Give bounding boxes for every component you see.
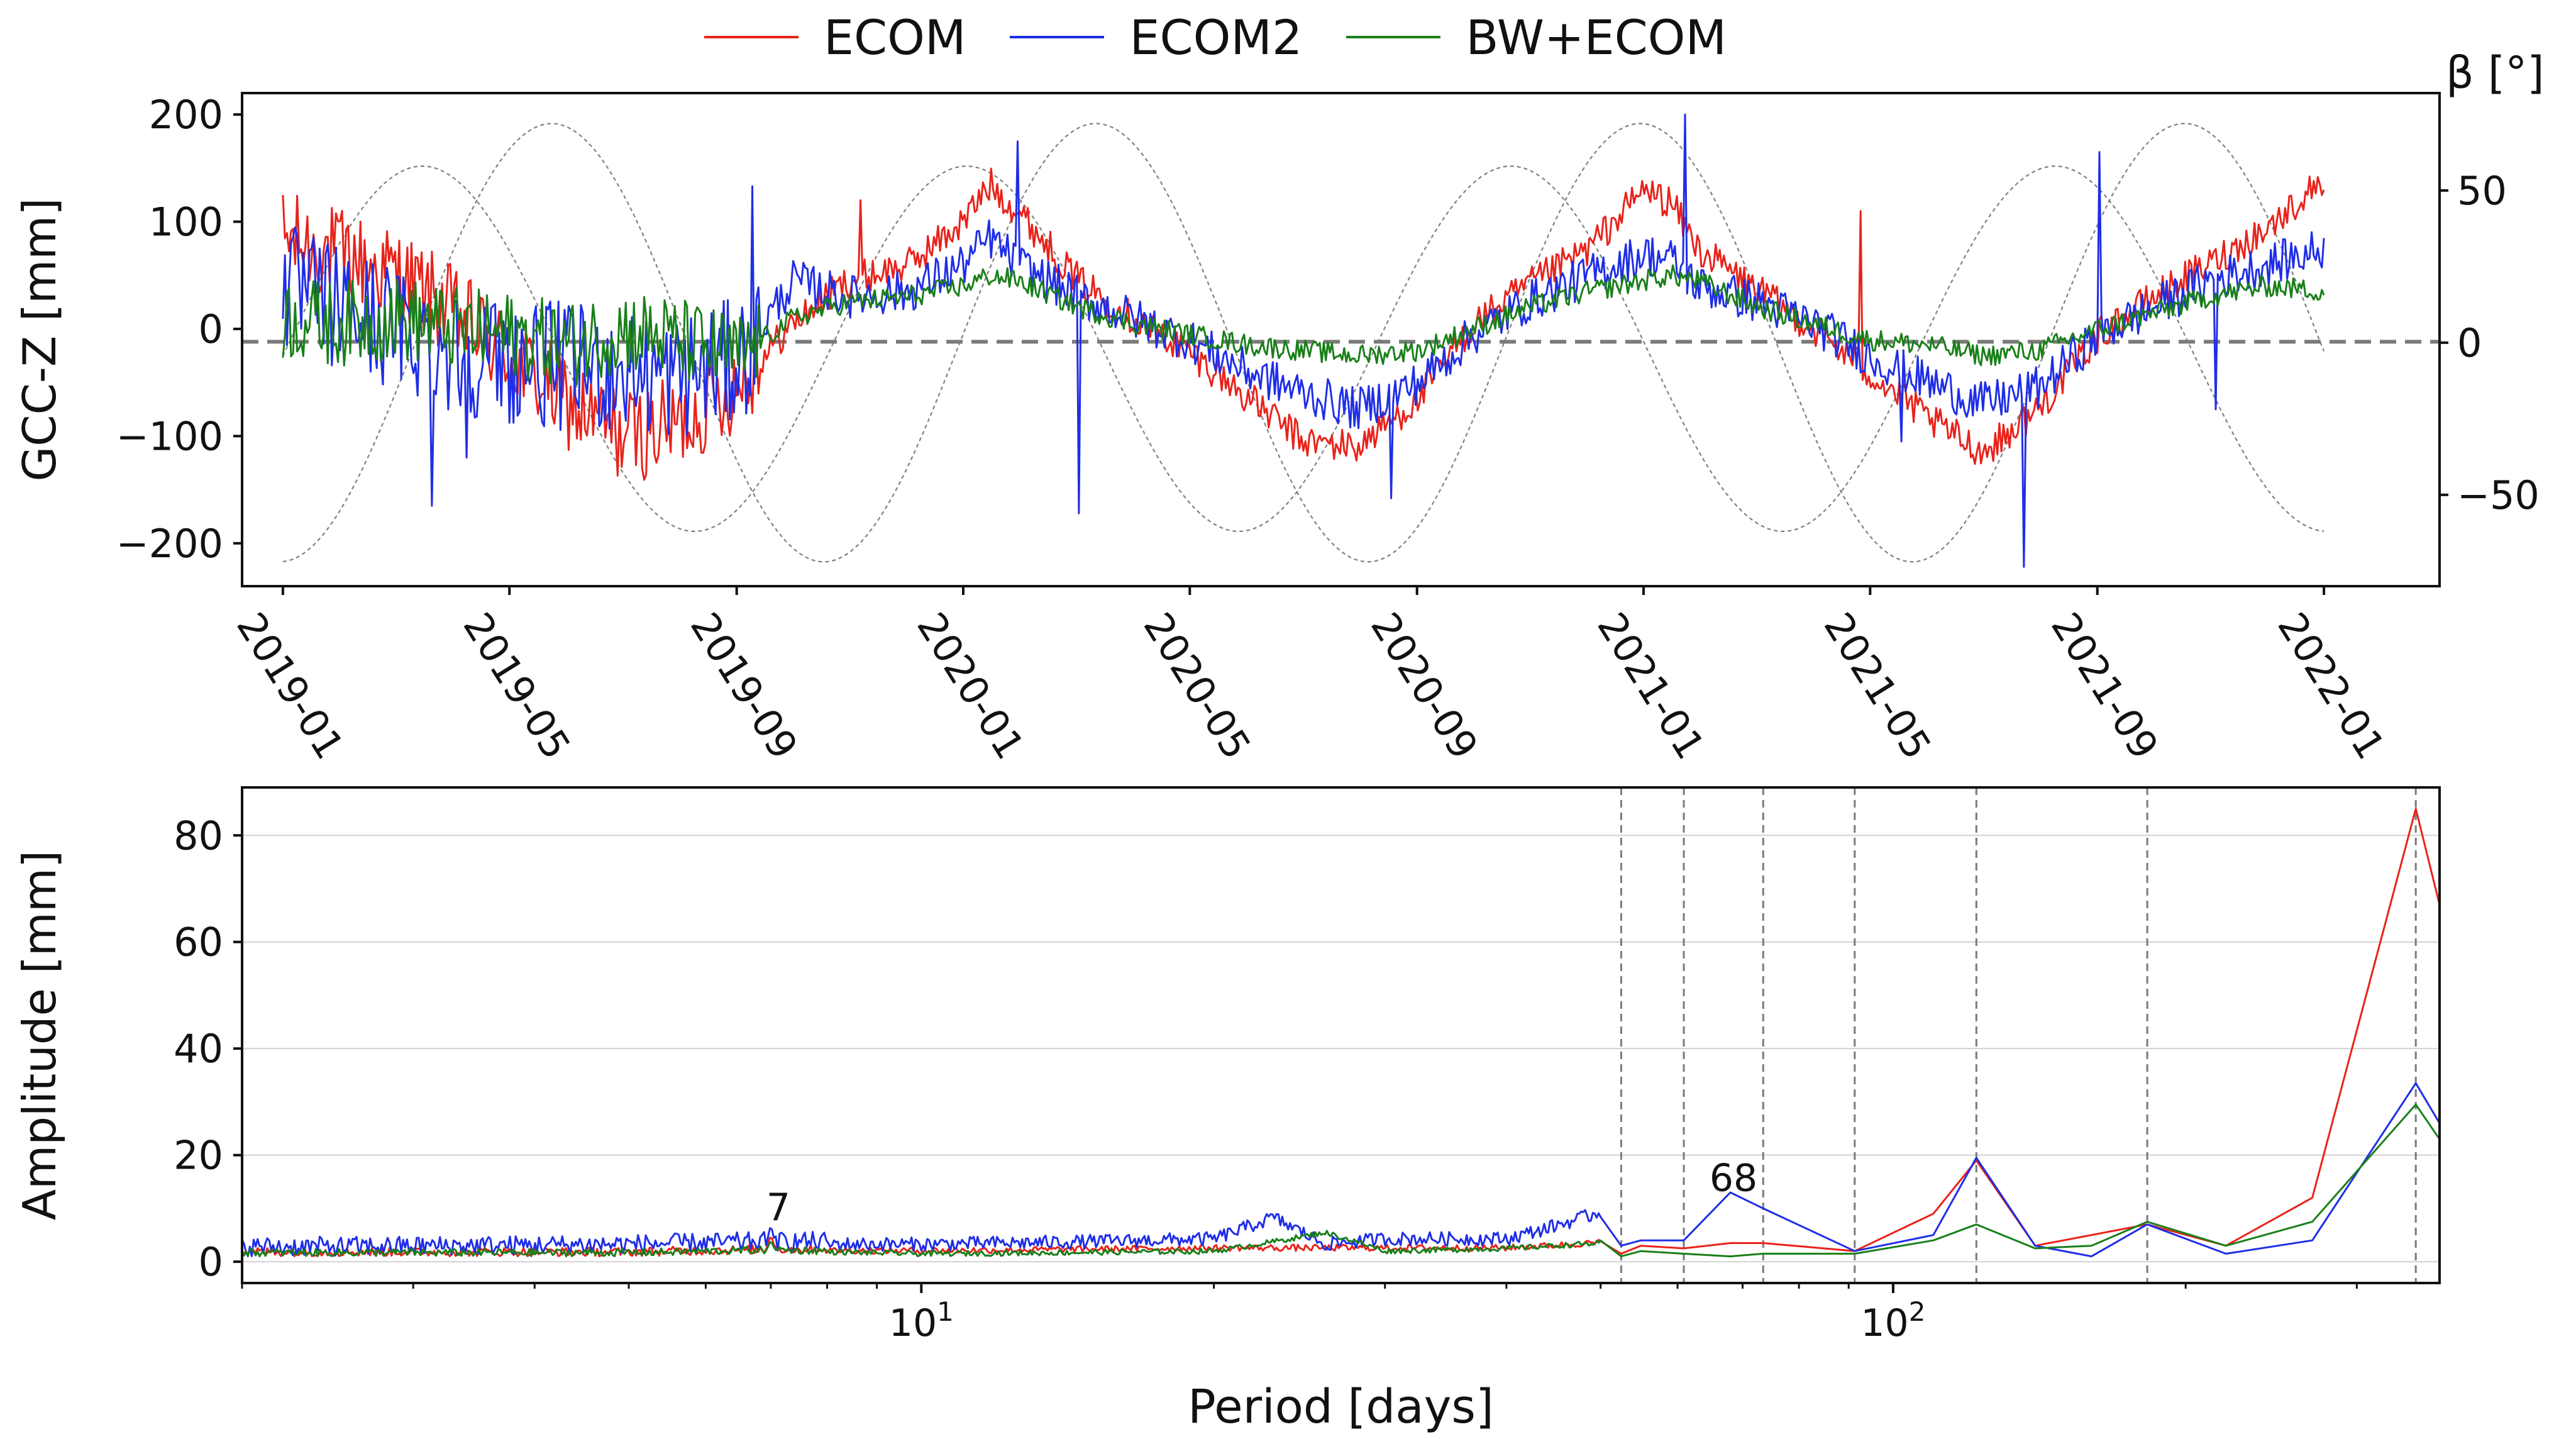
y-tick-label: 80: [174, 813, 223, 858]
series-line-bw-ecom: [282, 264, 2325, 386]
x-tick-label: 2019-09: [682, 604, 807, 767]
x-tick-label: 2022-01: [2269, 604, 2394, 767]
x-tick-label: 2020-01: [908, 604, 1033, 767]
y-tick-label: −200: [116, 521, 223, 567]
periodogram-line-ecom2: [241, 1082, 2441, 1258]
series-line-ecom: [282, 167, 2325, 481]
x-tick-label: 2021-01: [1588, 604, 1713, 767]
x-tick-label: 2019-01: [228, 604, 353, 767]
y2-axis-label: β [°]: [2446, 47, 2545, 99]
legend: ECOM ECOM2 BW+ECOM: [704, 9, 1727, 65]
legend-item-ecom2: ECOM2: [1010, 9, 1302, 65]
y2-tick-label: 50: [2457, 168, 2507, 214]
time-series-plot: 200 100 0 −100 −200 50 0 −50 2019-01 2019-05 2019-…: [13, 47, 2545, 767]
legend-swatch-ecom: [704, 36, 799, 38]
plot-frame-bottom: [241, 786, 2441, 1284]
legend-swatch-ecom2: [1010, 36, 1105, 38]
x-tick-label: 2021-09: [2042, 604, 2167, 767]
periodogram-line-ecom: [241, 808, 2441, 1258]
x-tick-label: 101: [889, 1296, 954, 1345]
x-axis-label: Period [days]: [1188, 1380, 1494, 1434]
y-tick-label: 0: [199, 1239, 223, 1285]
beta-curve: [282, 123, 2325, 563]
series-line-ecom2: [282, 113, 2325, 568]
legend-item-bw-ecom: BW+ECOM: [1346, 9, 1727, 65]
legend-label-ecom: ECOM: [824, 9, 966, 65]
x-tick-label: 2019-05: [455, 604, 580, 767]
x-tick-label: 2021-05: [1815, 604, 1940, 767]
x-tick-label: 2020-05: [1135, 604, 1260, 767]
periodogram-plot: 80 60 40 20 0 101 102 7 68 Amplitude [mm] Period […: [13, 786, 2441, 1434]
plot-frame-top: [241, 92, 2441, 587]
beta-curves: [282, 123, 2325, 563]
y-tick-label: 200: [149, 92, 223, 138]
periodogram-line-bw-ecom: [241, 1103, 2441, 1258]
y-tick-label: 100: [149, 199, 223, 245]
y-axis-label: Amplitude [mm]: [13, 850, 66, 1220]
x-tick-label: 102: [1860, 1296, 1925, 1345]
y2-tick-label: 0: [2457, 320, 2482, 366]
peak-annotation: 7: [766, 1186, 790, 1230]
peak-annotation: 68: [1710, 1156, 1757, 1200]
y-tick-label: −100: [116, 413, 223, 459]
legend-label-bw-ecom: BW+ECOM: [1466, 9, 1727, 65]
beta-curve: [282, 165, 2324, 533]
y-axis-label: GCC-Z [mm]: [13, 198, 66, 482]
legend-swatch-bw-ecom: [1346, 36, 1441, 38]
y-tick-label: 40: [174, 1026, 223, 1072]
y-tick-label: 60: [174, 920, 223, 965]
y-tick-label: 20: [174, 1133, 223, 1179]
legend-item-ecom: ECOM: [704, 9, 966, 65]
y-tick-label: 0: [199, 306, 223, 352]
y2-tick-label: −50: [2457, 472, 2540, 518]
x-tick-label: 2020-09: [1362, 604, 1487, 767]
legend-label-ecom2: ECOM2: [1129, 9, 1303, 65]
